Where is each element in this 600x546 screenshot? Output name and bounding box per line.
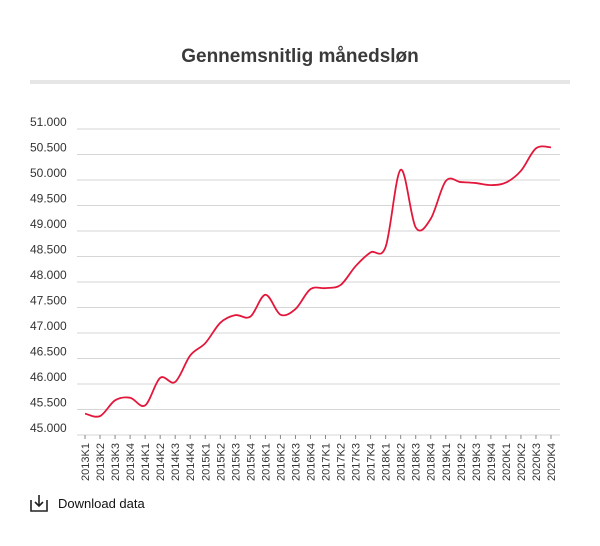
x-tick-label: 2016K4 <box>305 443 317 481</box>
y-tick-label: 50.000 <box>30 166 67 180</box>
download-data-button[interactable]: Download data <box>30 494 145 512</box>
x-tick-label: 2018K2 <box>396 443 408 481</box>
x-tick-label: 2018K4 <box>426 443 438 481</box>
y-axis-ticks: 45.000 45.500 46.000 46.500 47.000 47.500 48.0… <box>30 115 67 435</box>
x-tick-label: 2020K1 <box>501 443 513 481</box>
y-tick-label: 45.000 <box>30 421 67 435</box>
y-tick-label: 48.500 <box>30 243 67 257</box>
x-tick-label: 2016K1 <box>260 443 272 481</box>
y-tick-label: 46.500 <box>30 345 67 359</box>
x-tick-label: 2015K4 <box>245 443 257 481</box>
y-tick-label: 49.000 <box>30 217 67 231</box>
x-tick-label: 2014K3 <box>170 443 182 481</box>
y-tick-label: 47.500 <box>30 294 67 308</box>
y-tick-label: 46.000 <box>30 370 67 384</box>
x-tick-label: 2017K1 <box>321 443 333 481</box>
x-tick-label: 2017K3 <box>351 443 363 481</box>
y-tick-label: 50.500 <box>30 141 67 155</box>
x-tick-label: 2017K4 <box>366 443 378 481</box>
y-tick-label: 49.500 <box>30 192 67 206</box>
y-tick-label: 45.500 <box>30 396 67 410</box>
x-tick-label: 2019K2 <box>456 443 468 481</box>
x-tick-label: 2017K2 <box>336 443 348 481</box>
x-axis-ticks: 2013K1 2013K2 2013K3 2013K4 2014K1 2014K2 2014… <box>80 435 558 481</box>
x-tick-label: 2020K2 <box>516 443 528 481</box>
chart-title: Gennemsnitlig månedsløn <box>181 46 419 67</box>
x-tick-label: 2019K3 <box>471 443 483 481</box>
x-tick-label: 2015K2 <box>215 443 227 481</box>
x-tick-label: 2020K3 <box>531 443 543 481</box>
x-tick-label: 2019K4 <box>486 443 498 481</box>
x-tick-label: 2015K3 <box>230 443 242 481</box>
x-tick-label: 2013K4 <box>125 443 137 481</box>
series-line-0 <box>84 145 552 418</box>
x-tick-label: 2015K1 <box>200 443 212 481</box>
x-tick-label: 2016K3 <box>290 443 302 481</box>
x-tick-label: 2018K1 <box>381 443 393 481</box>
x-tick-label: 2014K2 <box>155 443 167 481</box>
x-tick-label: 2014K4 <box>185 443 197 481</box>
series-lines <box>84 145 552 418</box>
y-tick-label: 51.000 <box>30 115 67 129</box>
x-tick-label: 2013K2 <box>95 443 107 481</box>
x-tick-label: 2013K1 <box>80 443 92 481</box>
download-icon <box>30 494 48 512</box>
x-tick-label: 2013K3 <box>110 443 122 481</box>
x-tick-label: 2014K1 <box>140 443 152 481</box>
y-tick-label: 48.000 <box>30 268 67 282</box>
y-tick-label: 47.000 <box>30 319 67 333</box>
grid-lines <box>77 128 560 436</box>
x-tick-label: 2016K2 <box>275 443 287 481</box>
x-tick-label: 2020K4 <box>546 443 558 481</box>
x-tick-label: 2019K1 <box>441 443 453 481</box>
download-data-label: Download data <box>58 495 145 511</box>
x-tick-label: 2018K3 <box>411 443 423 481</box>
title-divider <box>30 80 570 84</box>
